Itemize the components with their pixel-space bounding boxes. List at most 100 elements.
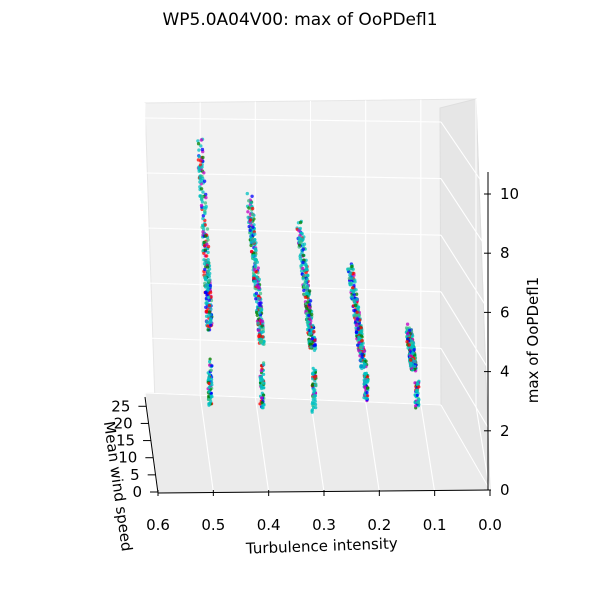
data-point — [247, 206, 251, 210]
data-point — [349, 271, 353, 275]
data-point — [299, 240, 303, 244]
data-point — [202, 179, 207, 183]
data-point — [197, 167, 201, 172]
data-point — [354, 288, 358, 292]
data-point — [356, 326, 360, 331]
grid-line — [365, 401, 380, 493]
data-point — [354, 330, 359, 334]
data-point — [301, 253, 306, 258]
data-point — [365, 386, 370, 390]
data-point — [297, 243, 302, 247]
data-point — [306, 273, 310, 277]
data-point — [251, 271, 256, 275]
data-point — [257, 311, 262, 315]
data-point — [250, 254, 255, 258]
data-point — [207, 397, 211, 402]
x-tick-label: 0.4 — [257, 516, 281, 534]
data-point — [207, 310, 212, 314]
data-point — [362, 382, 366, 386]
data-point — [365, 391, 369, 395]
data-point — [366, 394, 370, 398]
data-point — [312, 368, 316, 372]
data-point — [305, 311, 309, 315]
data-point — [411, 341, 416, 345]
data-point — [313, 346, 318, 351]
data-point — [206, 238, 210, 242]
data-point — [308, 342, 312, 346]
data-point — [254, 297, 258, 301]
grid-line — [254, 397, 270, 493]
data-point — [408, 328, 412, 332]
data-point — [313, 343, 317, 348]
data-point — [206, 288, 210, 292]
data-point — [203, 290, 208, 295]
data-point — [207, 375, 211, 380]
data-point — [305, 277, 309, 281]
data-point — [305, 284, 309, 288]
data-point — [253, 232, 257, 236]
data-point — [201, 216, 205, 221]
x-axis-line — [157, 489, 491, 494]
data-point — [258, 303, 262, 308]
data-point — [357, 348, 361, 353]
data-point — [405, 322, 410, 326]
data-point — [250, 194, 254, 198]
data-point — [356, 317, 360, 321]
data-point — [247, 224, 251, 229]
data-point — [205, 265, 210, 269]
data-point — [255, 313, 259, 317]
data-point — [196, 142, 201, 146]
data-point — [206, 314, 211, 318]
data-point — [405, 340, 409, 344]
data-point — [252, 268, 257, 272]
data-point — [414, 404, 418, 408]
data-point — [261, 335, 265, 339]
data-point — [207, 390, 211, 394]
data-point — [204, 195, 208, 200]
data-point — [206, 260, 211, 265]
y-tick-label: 20 — [114, 414, 133, 432]
data-point — [351, 267, 355, 271]
data-point — [346, 267, 350, 271]
x-tick-label: 0.3 — [312, 516, 336, 534]
data-point — [360, 352, 364, 356]
data-point — [249, 243, 253, 248]
data-point — [350, 276, 354, 280]
data-point — [408, 358, 413, 362]
data-point — [252, 276, 256, 280]
data-point — [250, 249, 254, 254]
data-point — [203, 234, 208, 238]
data-point — [205, 319, 209, 324]
data-point — [365, 396, 369, 400]
grid-line — [199, 395, 214, 493]
data-point — [209, 399, 213, 404]
data-point — [202, 258, 206, 262]
floor-pane — [144, 392, 491, 494]
grid-line — [440, 348, 491, 432]
data-point — [253, 279, 258, 283]
data-point — [405, 332, 410, 336]
data-point — [359, 364, 363, 368]
data-point — [360, 339, 364, 343]
z-tick-label: 6 — [500, 303, 510, 321]
data-point — [415, 400, 419, 404]
data-point — [200, 200, 205, 204]
data-point — [351, 289, 355, 293]
y-tick-label: 0 — [132, 483, 142, 501]
data-point — [354, 292, 359, 296]
data-point — [255, 310, 259, 315]
y-tick-label: 5 — [130, 466, 140, 484]
z-tick-label: 4 — [500, 363, 510, 381]
data-point — [307, 325, 311, 329]
data-point — [256, 296, 261, 301]
data-point — [308, 317, 312, 321]
data-point — [209, 323, 213, 327]
data-point — [312, 330, 316, 334]
grid-line — [144, 172, 442, 180]
data-point — [202, 262, 207, 266]
data-point — [197, 148, 201, 152]
grid-line — [440, 291, 491, 372]
data-point — [210, 364, 214, 368]
data-point — [411, 351, 415, 355]
data-point — [203, 211, 207, 216]
